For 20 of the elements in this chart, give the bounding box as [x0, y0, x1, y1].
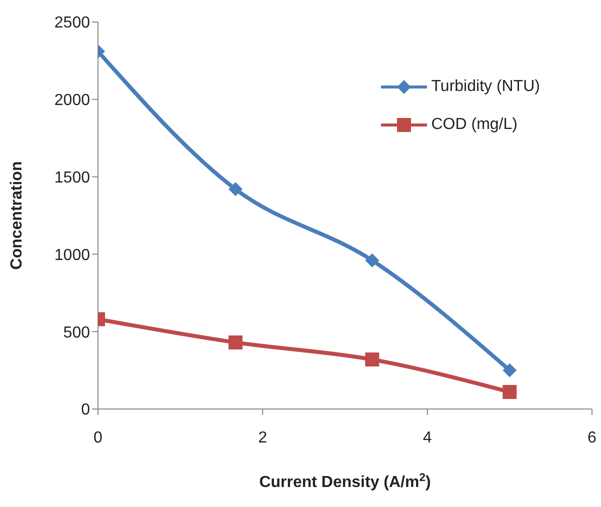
- x-tick-label: 4: [422, 429, 432, 446]
- point: [365, 352, 380, 366]
- x-tick-label: 6: [588, 429, 597, 446]
- x-axis-title: Current Density (A/m$^{2}$): [259, 472, 431, 491]
- legend-label: COD (mg/L): [431, 116, 518, 134]
- point: [228, 182, 242, 196]
- x-tick-label: 2: [258, 429, 268, 446]
- y-tick-label: 0: [81, 402, 90, 419]
- point: [502, 363, 517, 378]
- y-tick-label: 2500: [54, 14, 90, 32]
- point: [502, 384, 517, 399]
- y-tick-label: 2000: [54, 92, 90, 110]
- legend-label: Turbidity (NTU): [431, 78, 540, 96]
- y-tick-label: 500: [63, 324, 90, 342]
- y-axis-title: Concentration: [8, 161, 26, 270]
- y-tick-label: 1500: [54, 169, 90, 186]
- y-tick-label: 1000: [54, 246, 90, 264]
- x-tick-label: 0: [94, 429, 103, 446]
- point: [365, 253, 380, 268]
- point: [228, 335, 242, 350]
